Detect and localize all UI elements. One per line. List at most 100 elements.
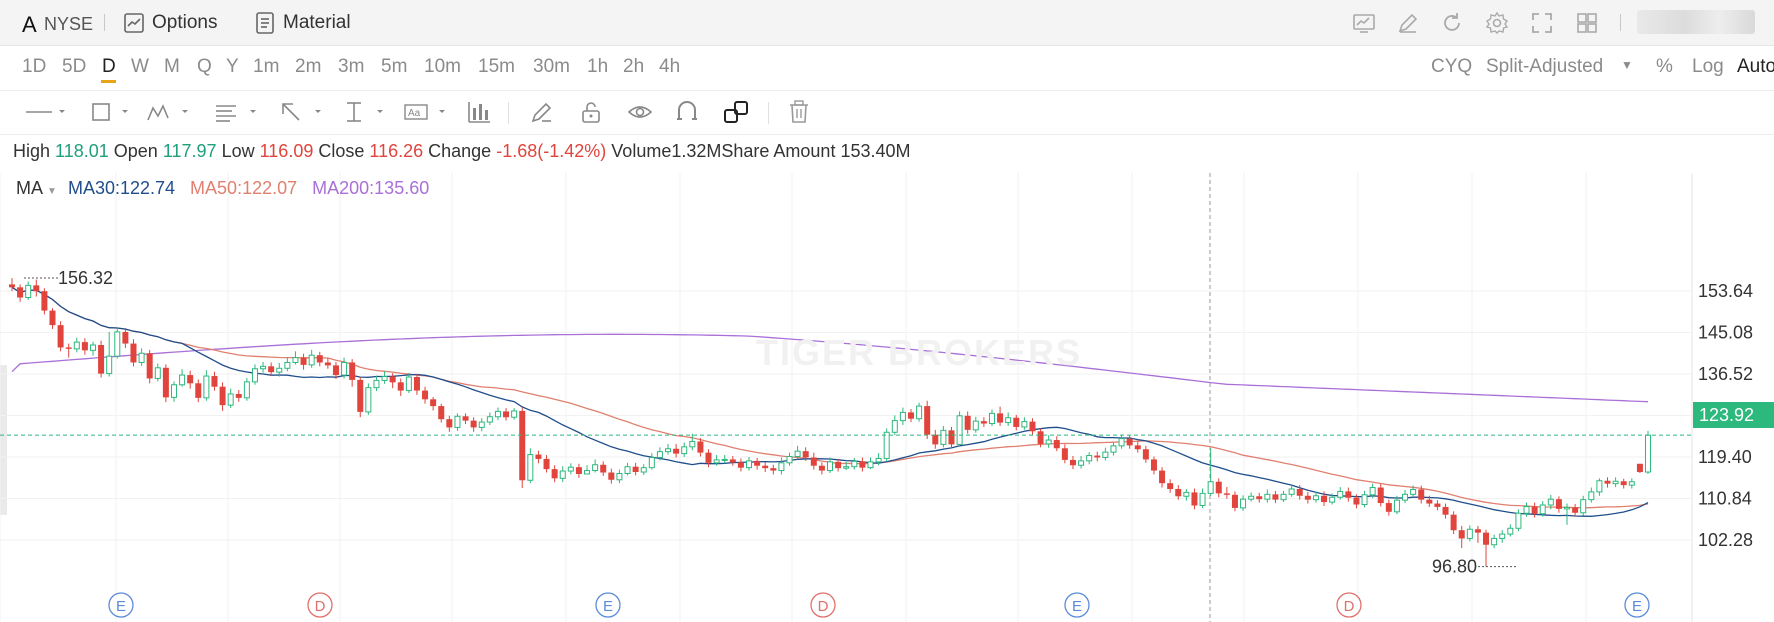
period-1m[interactable]: 1m <box>253 56 280 77</box>
log-toggle[interactable]: Log <box>1692 56 1724 77</box>
candle-body <box>1110 445 1117 453</box>
period-y[interactable]: Y <box>226 56 239 77</box>
fibonacci-tool-icon[interactable] <box>214 100 260 124</box>
trash-icon[interactable] <box>788 100 810 124</box>
candle-body <box>1426 499 1433 504</box>
candle-body <box>1410 488 1417 495</box>
candle-body <box>1564 506 1571 510</box>
period-15m[interactable]: 15m <box>478 56 515 77</box>
candle-body <box>721 458 728 461</box>
period-30m[interactable]: 30m <box>533 56 570 77</box>
candle-body <box>713 459 720 464</box>
event-marker-label: D <box>1344 598 1355 615</box>
chart-icon[interactable] <box>1352 11 1376 35</box>
divider <box>508 102 509 124</box>
period-1d[interactable]: 1D <box>22 56 47 77</box>
fullscreen-icon[interactable] <box>1530 11 1554 35</box>
divider <box>1620 14 1621 31</box>
dividend-event-marker <box>810 592 836 618</box>
gear-icon[interactable] <box>1485 11 1509 35</box>
candle-body <box>211 376 218 387</box>
candle-body <box>1094 455 1101 458</box>
candle-body <box>997 413 1004 423</box>
layout-grid-icon[interactable] <box>1575 11 1599 35</box>
period-5m[interactable]: 5m <box>381 56 408 77</box>
period-m[interactable]: M <box>164 56 180 77</box>
period-q[interactable]: Q <box>197 56 212 77</box>
line-tool-icon[interactable] <box>24 100 68 124</box>
candle-body <box>1248 495 1255 500</box>
edit-icon[interactable] <box>1396 11 1420 35</box>
refresh-icon[interactable] <box>1440 11 1464 35</box>
bars-tool-icon[interactable] <box>466 100 492 124</box>
side-panel-toggle[interactable] <box>0 365 7 515</box>
candle-body <box>446 419 453 428</box>
candle-body <box>1434 503 1441 507</box>
options-button[interactable]: Options <box>152 12 218 33</box>
magnet-icon[interactable] <box>675 100 699 124</box>
text-tool-icon[interactable]: Aa <box>404 100 450 124</box>
candle-body <box>1102 451 1109 458</box>
link-icon[interactable] <box>723 100 749 124</box>
candle-body <box>1037 431 1044 444</box>
active-period-indicator <box>101 80 116 83</box>
candle-body <box>1312 495 1319 501</box>
percent-toggle[interactable]: % <box>1656 56 1673 77</box>
candle-body <box>106 355 113 375</box>
candle-body <box>673 448 680 454</box>
candle-body <box>899 411 906 422</box>
chevron-down-icon[interactable]: ▼ <box>47 186 57 197</box>
candle-body <box>1118 438 1125 447</box>
candle-body <box>324 362 331 366</box>
measure-tool-icon[interactable] <box>343 100 389 124</box>
lock-icon[interactable] <box>579 100 603 124</box>
share-amount-label: Share Amount <box>721 141 836 161</box>
candle-body <box>1053 440 1060 449</box>
period-d[interactable]: D <box>102 56 116 77</box>
event-marker-label: D <box>818 598 829 615</box>
candle-body <box>170 384 177 398</box>
ma30-line <box>11 286 1649 517</box>
auto-toggle[interactable]: Auto <box>1737 56 1774 77</box>
period-2m[interactable]: 2m <box>295 56 322 77</box>
chevron-down-icon[interactable]: ▼ <box>1621 58 1633 72</box>
candle-body <box>916 405 923 420</box>
pen-icon[interactable] <box>530 100 554 124</box>
candle-body <box>332 365 339 376</box>
candle-body <box>1304 495 1311 500</box>
options-icon[interactable] <box>122 11 146 35</box>
period-3m[interactable]: 3m <box>338 56 365 77</box>
pattern-tool-icon[interactable] <box>146 100 192 124</box>
material-icon[interactable] <box>253 11 277 35</box>
candle-body <box>195 383 202 398</box>
account-avatar[interactable] <box>1637 10 1755 34</box>
y-tick-label: 136.52 <box>1698 364 1753 384</box>
candle-body <box>1150 459 1157 471</box>
candle-body <box>988 412 995 425</box>
adjust-select[interactable]: Split-Adjusted <box>1486 56 1604 77</box>
cyq-toggle[interactable]: CYQ <box>1431 56 1473 77</box>
candle-body <box>179 374 186 386</box>
dividend-event-marker <box>307 592 333 618</box>
candle-body <box>1126 438 1133 446</box>
material-button[interactable]: Material <box>283 12 351 33</box>
eye-icon[interactable] <box>627 100 653 124</box>
period-4h[interactable]: 4h <box>659 56 681 77</box>
candle-body <box>357 379 364 412</box>
candle-body <box>316 355 323 363</box>
arrow-tool-icon[interactable] <box>279 100 325 124</box>
period-2h[interactable]: 2h <box>623 56 645 77</box>
period-1h[interactable]: 1h <box>587 56 609 77</box>
period-10m[interactable]: 10m <box>424 56 461 77</box>
candle-body <box>940 429 947 445</box>
candle-body <box>1628 481 1635 486</box>
rectangle-tool-icon[interactable] <box>90 100 132 124</box>
period-w[interactable]: W <box>131 56 149 77</box>
period-5d[interactable]: 5D <box>62 56 87 77</box>
candlestick-chart[interactable]: 153.64145.08136.52127.96119.40110.84102.… <box>0 173 1774 622</box>
price-chart[interactable]: 153.64145.08136.52127.96119.40110.84102.… <box>0 173 1774 622</box>
candle-body <box>1531 506 1538 514</box>
ma-selector[interactable]: MA <box>16 178 43 198</box>
candle-body <box>486 416 493 423</box>
candle-body <box>810 457 817 466</box>
